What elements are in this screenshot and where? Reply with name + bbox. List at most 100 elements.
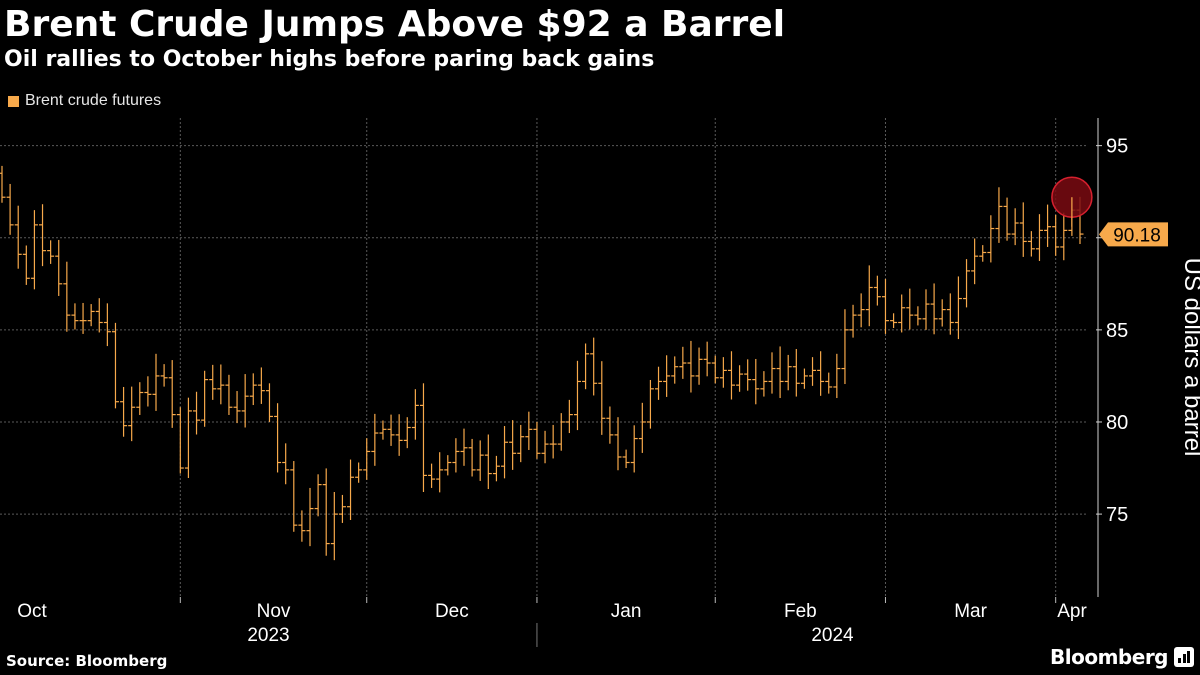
ohlc-bar bbox=[711, 355, 719, 384]
ohlc-bar bbox=[727, 351, 735, 400]
ohlc-bar bbox=[744, 359, 752, 391]
last-value-label: 90.18 bbox=[1113, 225, 1161, 246]
ohlc-bar bbox=[338, 494, 346, 523]
y-tick-label: 85 bbox=[1106, 320, 1128, 342]
ohlc-bar bbox=[573, 360, 581, 431]
ohlc-bar bbox=[598, 361, 606, 435]
ohlc-bar bbox=[881, 279, 889, 334]
ohlc-bar bbox=[168, 360, 176, 428]
ohlc-bar bbox=[849, 304, 857, 338]
ohlc-bar bbox=[233, 391, 241, 424]
ohlc-bar bbox=[225, 374, 233, 415]
ohlc-bar bbox=[557, 413, 565, 451]
x-tick-label: Apr bbox=[1057, 601, 1087, 622]
ohlc-bar bbox=[736, 365, 744, 392]
series-layer bbox=[0, 165, 1084, 561]
ohlc-bar bbox=[987, 215, 995, 263]
ohlc-bar bbox=[460, 428, 468, 466]
x-tick-label: Oct bbox=[17, 601, 47, 622]
ohlc-bar bbox=[800, 368, 808, 389]
bloomberg-terminal-icon bbox=[1174, 647, 1194, 667]
ohlc-bar bbox=[995, 187, 1003, 243]
ohlc-bar bbox=[452, 438, 460, 473]
ohlc-bar bbox=[347, 459, 355, 520]
ohlc-bar bbox=[622, 449, 630, 469]
ohlc-bar bbox=[549, 424, 557, 459]
chart-legend: Brent crude futures bbox=[8, 91, 161, 111]
ohlc-bar bbox=[241, 374, 249, 428]
ohlc-bar bbox=[817, 351, 825, 396]
ohlc-bar bbox=[938, 299, 946, 327]
ohlc-bar bbox=[436, 452, 444, 493]
ohlc-bar bbox=[890, 313, 898, 329]
ohlc-bar bbox=[257, 367, 265, 404]
ohlc-bar bbox=[314, 474, 322, 517]
x-tick-label: Nov bbox=[257, 601, 291, 622]
legend-swatch bbox=[8, 95, 19, 107]
ohlc-bar bbox=[176, 407, 184, 474]
ohlc-bar bbox=[111, 322, 119, 409]
ohlc-bar bbox=[47, 240, 55, 264]
ohlc-bar bbox=[501, 426, 509, 479]
ohlc-bar bbox=[379, 420, 387, 440]
ohlc-bar bbox=[776, 346, 784, 399]
ohlc-bar bbox=[322, 468, 330, 556]
ohlc-bar bbox=[606, 406, 614, 444]
ohlc-bar bbox=[1019, 202, 1027, 257]
ohlc-bar bbox=[1060, 212, 1068, 261]
brand-mark: Bloomberg bbox=[1050, 645, 1194, 669]
legend-label: Brent crude futures bbox=[25, 92, 162, 109]
ohlc-bar bbox=[590, 337, 598, 396]
ohlc-bar bbox=[403, 417, 411, 449]
year-label: 2024 bbox=[811, 625, 854, 646]
ohlc-bar bbox=[6, 183, 14, 235]
ohlc-bar bbox=[395, 414, 403, 456]
ohlc-bar bbox=[792, 349, 800, 397]
chart-title: Brent Crude Jumps Above $92 a Barrel bbox=[4, 4, 786, 45]
ohlc-bar bbox=[971, 238, 979, 285]
ohlc-bar bbox=[687, 340, 695, 393]
ohlc-bar bbox=[476, 440, 484, 481]
axis-layer: 7580859095OctNovDecJanFebMarApr20232024U… bbox=[17, 118, 1200, 647]
ohlc-bar bbox=[306, 487, 314, 547]
ohlc-bar bbox=[841, 309, 849, 385]
ohlc-bar bbox=[1011, 208, 1019, 246]
ohlc-bar bbox=[330, 491, 338, 561]
ohlc-bar bbox=[719, 357, 727, 388]
ohlc-bar bbox=[1027, 231, 1035, 257]
ohlc-bar bbox=[444, 455, 452, 476]
ohlc-bar bbox=[265, 383, 273, 422]
ohlc-bar bbox=[120, 386, 128, 437]
ohlc-bar bbox=[63, 261, 71, 332]
ohlc-bar bbox=[1044, 204, 1052, 247]
ohlc-bar bbox=[565, 399, 573, 434]
ohlc-bar bbox=[857, 293, 865, 328]
ohlc-bar bbox=[541, 430, 549, 464]
ohlc-bar bbox=[468, 438, 476, 477]
ohlc-bar bbox=[963, 259, 971, 308]
ohlc-bar bbox=[946, 293, 954, 335]
ohlc-bar bbox=[103, 303, 111, 347]
ohlc-bar bbox=[152, 353, 160, 411]
ohlc-bar bbox=[160, 364, 168, 387]
ohlc-bar bbox=[274, 403, 282, 473]
x-tick-label: Mar bbox=[954, 601, 987, 622]
y-tick-label: 80 bbox=[1106, 412, 1128, 434]
ohlc-bar bbox=[298, 510, 306, 542]
ohlc-bar bbox=[55, 239, 63, 296]
ohlc-bar bbox=[809, 357, 817, 386]
ohlc-bar bbox=[144, 376, 152, 407]
ohlc-bar bbox=[914, 306, 922, 326]
ohlc-bar bbox=[30, 210, 38, 290]
ohlc-bar bbox=[201, 370, 209, 427]
ohlc-bar bbox=[703, 341, 711, 377]
ohlc-bar bbox=[979, 245, 987, 262]
ohlc-bar bbox=[22, 245, 30, 285]
ohlc-bar bbox=[492, 455, 500, 482]
x-tick-label: Feb bbox=[784, 601, 817, 622]
ohlc-bar bbox=[387, 414, 395, 446]
ohlc-bar bbox=[249, 373, 257, 406]
ohlc-bar bbox=[752, 358, 760, 405]
y-axis-title: US dollars a barrel bbox=[1179, 258, 1200, 457]
